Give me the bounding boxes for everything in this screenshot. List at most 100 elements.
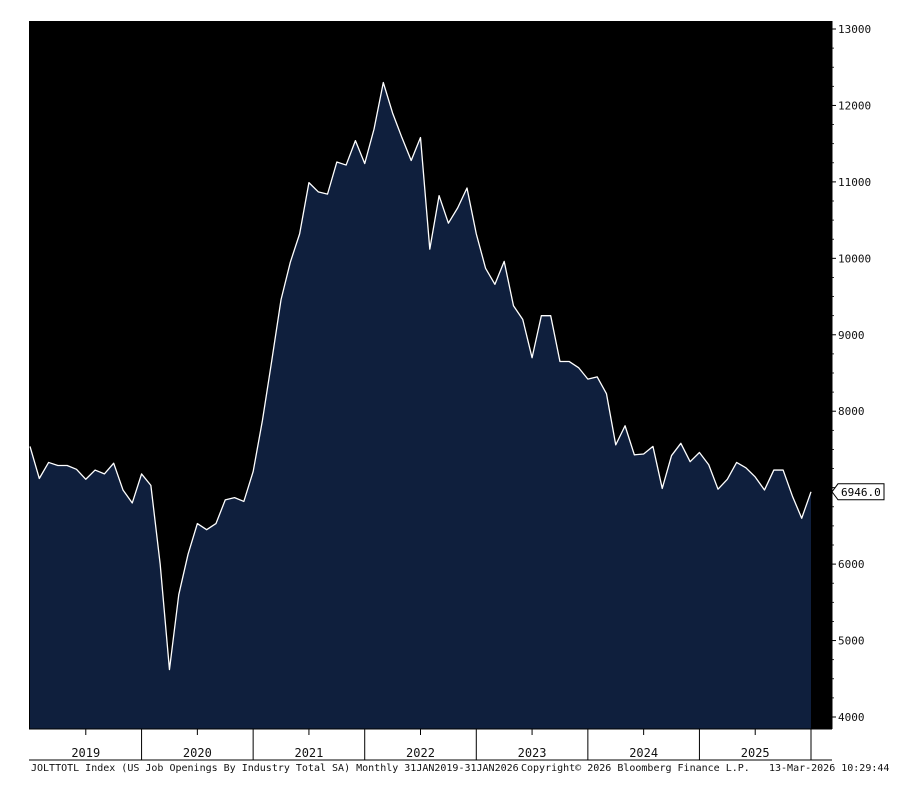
data-point [466, 187, 467, 188]
data-point [755, 476, 756, 477]
data-point [801, 518, 802, 519]
data-point [253, 471, 254, 472]
y-tick-label: 9000 [838, 329, 865, 342]
data-point [457, 207, 458, 208]
data-point [420, 137, 421, 138]
data-point [736, 462, 737, 463]
data-point [559, 361, 560, 362]
data-point [401, 137, 402, 138]
data-point [439, 195, 440, 196]
data-point [494, 284, 495, 285]
data-point [85, 479, 86, 480]
data-point [308, 182, 309, 183]
data-point [355, 140, 356, 141]
data-point [429, 249, 430, 250]
data-point [541, 315, 542, 316]
data-point [113, 463, 114, 464]
y-tick-label: 8000 [838, 405, 865, 418]
data-point [597, 376, 598, 377]
data-point [448, 223, 449, 224]
data-point [29, 446, 30, 447]
data-point [178, 594, 179, 595]
data-point [708, 464, 709, 465]
x-tick-label: 2024 [629, 746, 658, 760]
x-tick-label: 2020 [183, 746, 212, 760]
data-point [550, 315, 551, 316]
data-point [141, 473, 142, 474]
data-point [373, 129, 374, 130]
data-point [336, 161, 337, 162]
data-point [243, 501, 244, 502]
data-point [206, 529, 207, 530]
data-point [522, 319, 523, 320]
data-point [578, 367, 579, 368]
data-point [727, 479, 728, 480]
x-tick-label: 2021 [294, 746, 323, 760]
data-point [587, 379, 588, 380]
footer-copyright: Copyright© 2026 Bloomberg Finance L.P. [521, 763, 750, 774]
x-tick-label: 2025 [741, 746, 770, 760]
y-tick-label: 4000 [838, 711, 865, 724]
data-point [187, 554, 188, 555]
series-line [29, 81, 812, 671]
data-point [569, 361, 570, 362]
data-point [531, 357, 532, 358]
data-point [773, 469, 774, 470]
data-point [615, 444, 616, 445]
y-tick-label: 12000 [838, 99, 871, 112]
data-point [215, 523, 216, 524]
data-point [476, 233, 477, 234]
data-point [624, 425, 625, 426]
y-tick-label: 11000 [838, 176, 871, 189]
data-point [132, 502, 133, 503]
data-point [643, 453, 644, 454]
x-tick-label: 2023 [518, 746, 547, 760]
data-point [783, 469, 784, 470]
y-tick-label: 13000 [838, 23, 871, 36]
data-point [234, 497, 235, 498]
data-point [94, 469, 95, 470]
data-point [364, 163, 365, 164]
x-tick-label: 2022 [406, 746, 435, 760]
data-point [764, 489, 765, 490]
data-point [169, 669, 170, 670]
y-tick-label: 6000 [838, 558, 865, 571]
data-point [290, 262, 291, 263]
data-point [271, 360, 272, 361]
data-point [652, 446, 653, 447]
data-point [39, 478, 40, 479]
data-point [662, 488, 663, 489]
data-point [745, 467, 746, 468]
data-point [792, 495, 793, 496]
data-point [76, 469, 77, 470]
data-point [513, 305, 514, 306]
data-point [680, 443, 681, 444]
data-point [671, 455, 672, 456]
data-point [327, 194, 328, 195]
last-value-label: 6946.0 [841, 486, 881, 499]
data-point [160, 564, 161, 565]
data-point [122, 489, 123, 490]
data-point [280, 299, 281, 300]
data-point [150, 485, 151, 486]
data-point [699, 452, 700, 453]
series-area [30, 82, 811, 729]
data-point [485, 268, 486, 269]
data-point [346, 164, 347, 165]
data-point [411, 160, 412, 161]
data-point [634, 454, 635, 455]
data-point [717, 489, 718, 490]
data-point [57, 465, 58, 466]
data-point [67, 465, 68, 466]
data-point [197, 523, 198, 524]
footer-description: JOLTTOTL Index (US Job Openings By Indus… [31, 763, 519, 774]
chart-footer: JOLTTOTL Index (US Job Openings By Indus… [31, 763, 889, 779]
data-point [104, 473, 105, 474]
x-tick-label: 2019 [71, 746, 100, 760]
data-point [690, 461, 691, 462]
data-point [262, 420, 263, 421]
data-point [318, 191, 319, 192]
data-point [606, 393, 607, 394]
